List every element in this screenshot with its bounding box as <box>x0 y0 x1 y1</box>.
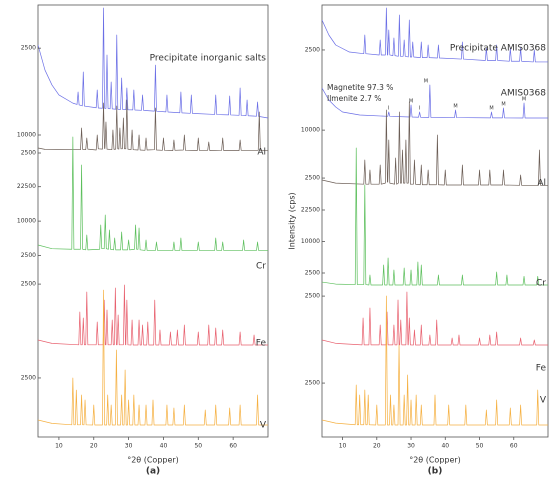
x-tick-label: 40 <box>160 443 168 450</box>
peak-label: M <box>522 97 526 103</box>
y-tick-label: 2500 <box>21 45 36 52</box>
pattern-line <box>322 147 548 286</box>
peak-label: I <box>419 106 420 112</box>
y-tick-label: 2500 <box>305 46 320 53</box>
series-label: Fe <box>536 364 547 374</box>
pattern-line <box>38 99 268 151</box>
pattern-line <box>38 7 268 119</box>
x-axis-label: °2θ (Copper) <box>127 456 179 465</box>
peak-label: M <box>489 106 493 112</box>
series-label: Al <box>537 179 546 189</box>
plot-frame <box>321 4 549 438</box>
y-tick-label: 10000 <box>301 238 320 245</box>
pattern-line <box>38 284 268 346</box>
x-tick-label: 50 <box>476 443 484 450</box>
pattern-line <box>38 136 268 251</box>
pattern-line <box>322 7 548 63</box>
y-tick-label: 22500 <box>301 207 320 214</box>
series-label: V <box>540 396 547 406</box>
series-label: Precipitate AMIS0368 <box>450 44 546 54</box>
peak-label: M <box>409 99 413 105</box>
y-tick-label: 2500 <box>305 293 320 300</box>
x-tick-label: 30 <box>407 443 415 450</box>
y-tick-label: 2500 <box>305 270 320 277</box>
y-tick-label: 2500 <box>21 150 36 157</box>
annotation: Ilmenite 2.7 % <box>327 94 381 103</box>
peak-label: I <box>388 106 389 112</box>
series-label: Precipitate inorganic salts <box>150 54 267 64</box>
y-tick-label: 2500 <box>21 374 36 381</box>
y-tick-label: 10000 <box>17 132 36 139</box>
series-label: Al <box>257 148 266 158</box>
x-tick-label: 10 <box>55 443 63 450</box>
x-tick-label: 20 <box>373 443 381 450</box>
y-tick-label: 2500 <box>305 175 320 182</box>
series-label: V <box>260 421 267 431</box>
peak-label: M <box>453 103 457 109</box>
y-tick-label: 10000 <box>301 127 320 134</box>
y-tick-label: 10000 <box>17 218 36 225</box>
x-tick-label: 50 <box>194 443 202 450</box>
x-tick-label: 40 <box>441 443 449 450</box>
pattern-line <box>322 295 548 426</box>
pattern-line <box>322 101 548 186</box>
x-tick-label: 20 <box>90 443 98 450</box>
pattern-line <box>38 289 268 426</box>
plot-frame <box>37 4 269 438</box>
x-tick-label: 60 <box>229 443 237 450</box>
annotation: Magnetite 97.3 % <box>327 83 393 92</box>
series-label: Fe <box>256 339 267 349</box>
series-label: AMIS0368 <box>501 89 546 99</box>
series-label: Cr <box>256 262 266 272</box>
panel-label: (b) <box>428 467 443 477</box>
peak-label: M <box>424 78 428 84</box>
traces <box>38 7 268 426</box>
x-tick-label: 10 <box>339 443 347 450</box>
panel: 10 20 30 40 50 60 °2θ (Copper) (a) 2500 Precipita… <box>17 4 269 477</box>
panel-label: (a) <box>146 467 160 477</box>
peak-label: M <box>501 101 505 107</box>
panel: 10 20 30 40 50 60 °2θ (Copper) (b) Intensity (cp… <box>288 4 549 477</box>
y-tick-label: 22500 <box>17 183 36 190</box>
x-axis-label: °2θ (Copper) <box>409 456 461 465</box>
x-tick-label: 30 <box>125 443 133 450</box>
y-axis-label: Intensity (cps) <box>288 192 297 249</box>
pattern-line <box>322 291 548 346</box>
x-tick-label: 60 <box>510 443 518 450</box>
pattern-line <box>322 84 548 119</box>
y-tick-label: 2500 <box>21 281 36 288</box>
traces <box>322 7 548 426</box>
series-label: Cr <box>536 279 546 289</box>
y-tick-label: 2500 <box>21 252 36 259</box>
y-tick-label: 2500 <box>305 380 320 387</box>
